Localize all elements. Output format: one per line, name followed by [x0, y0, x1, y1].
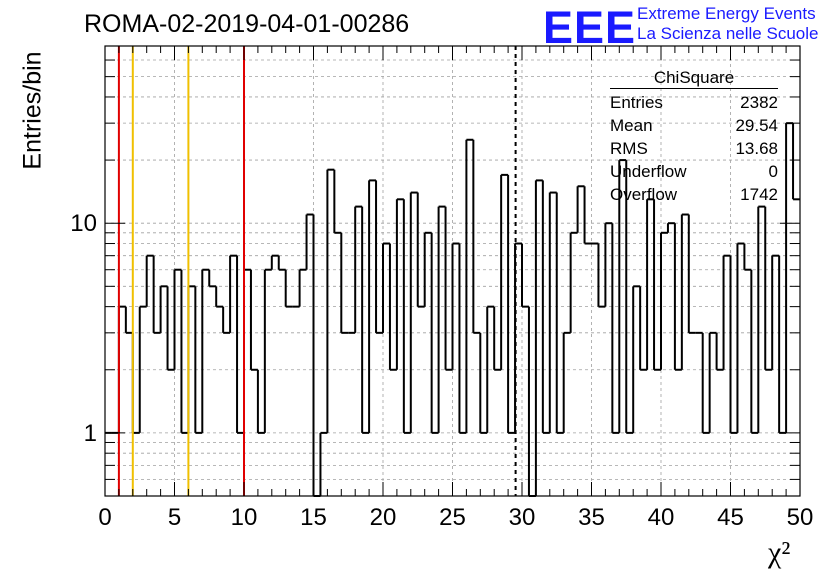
stats-label: Entries [610, 93, 663, 112]
stats-label: Overflow [610, 185, 678, 204]
stats-value: 29.54 [735, 116, 778, 135]
x-tick-label: 0 [98, 504, 111, 531]
stats-label: Underflow [610, 162, 687, 181]
x-tick-label: 25 [439, 504, 466, 531]
stats-row-overflow: Overflow 1742 [610, 183, 778, 206]
y-axis-label: Entries/bin [18, 51, 47, 170]
stats-value: 1742 [740, 185, 778, 204]
tick-labels: 0 5 10 15 20 25 30 35 40 45 50 1 10 [70, 210, 813, 531]
axis-ticks [104, 45, 801, 497]
x-tick-label: 15 [300, 504, 327, 531]
x-tick-label: 5 [168, 504, 181, 531]
x-tick-label: 40 [648, 504, 675, 531]
x-tick-label: 20 [370, 504, 397, 531]
stats-row-rms: RMS 13.68 [610, 137, 778, 160]
stats-title: ChiSquare [610, 68, 778, 89]
stats-label: RMS [610, 139, 648, 158]
grid-lines [105, 46, 800, 496]
stats-value: 13.68 [735, 139, 778, 158]
stats-row-mean: Mean 29.54 [610, 114, 778, 137]
stats-value: 2382 [740, 93, 778, 112]
x-tick-label: 10 [231, 504, 258, 531]
stats-row-underflow: Underflow 0 [610, 160, 778, 183]
y-tick-label: 10 [70, 210, 97, 237]
x-tick-label: 30 [509, 504, 536, 531]
logo-line-1: Extreme Energy Events [637, 4, 816, 23]
stats-value: 0 [768, 162, 778, 181]
reference-lines [117, 46, 517, 496]
x-tick-label: 50 [787, 504, 814, 531]
y-tick-label: 1 [84, 420, 97, 447]
stats-row-entries: Entries 2382 [610, 91, 778, 114]
x-tick-label: 35 [578, 504, 605, 531]
eee-logo: EEE [543, 2, 637, 53]
stats-box: ChiSquare Entries 2382 Mean 29.54 RMS 13.68… [610, 68, 778, 206]
logo-line-2: La Scienza nelle Scuole [637, 24, 819, 43]
x-axis-label: χ² [768, 536, 791, 569]
stats-label: Mean [610, 116, 653, 135]
x-tick-label: 45 [717, 504, 744, 531]
run-title: ROMA-02-2019-04-01-00286 [84, 10, 410, 38]
